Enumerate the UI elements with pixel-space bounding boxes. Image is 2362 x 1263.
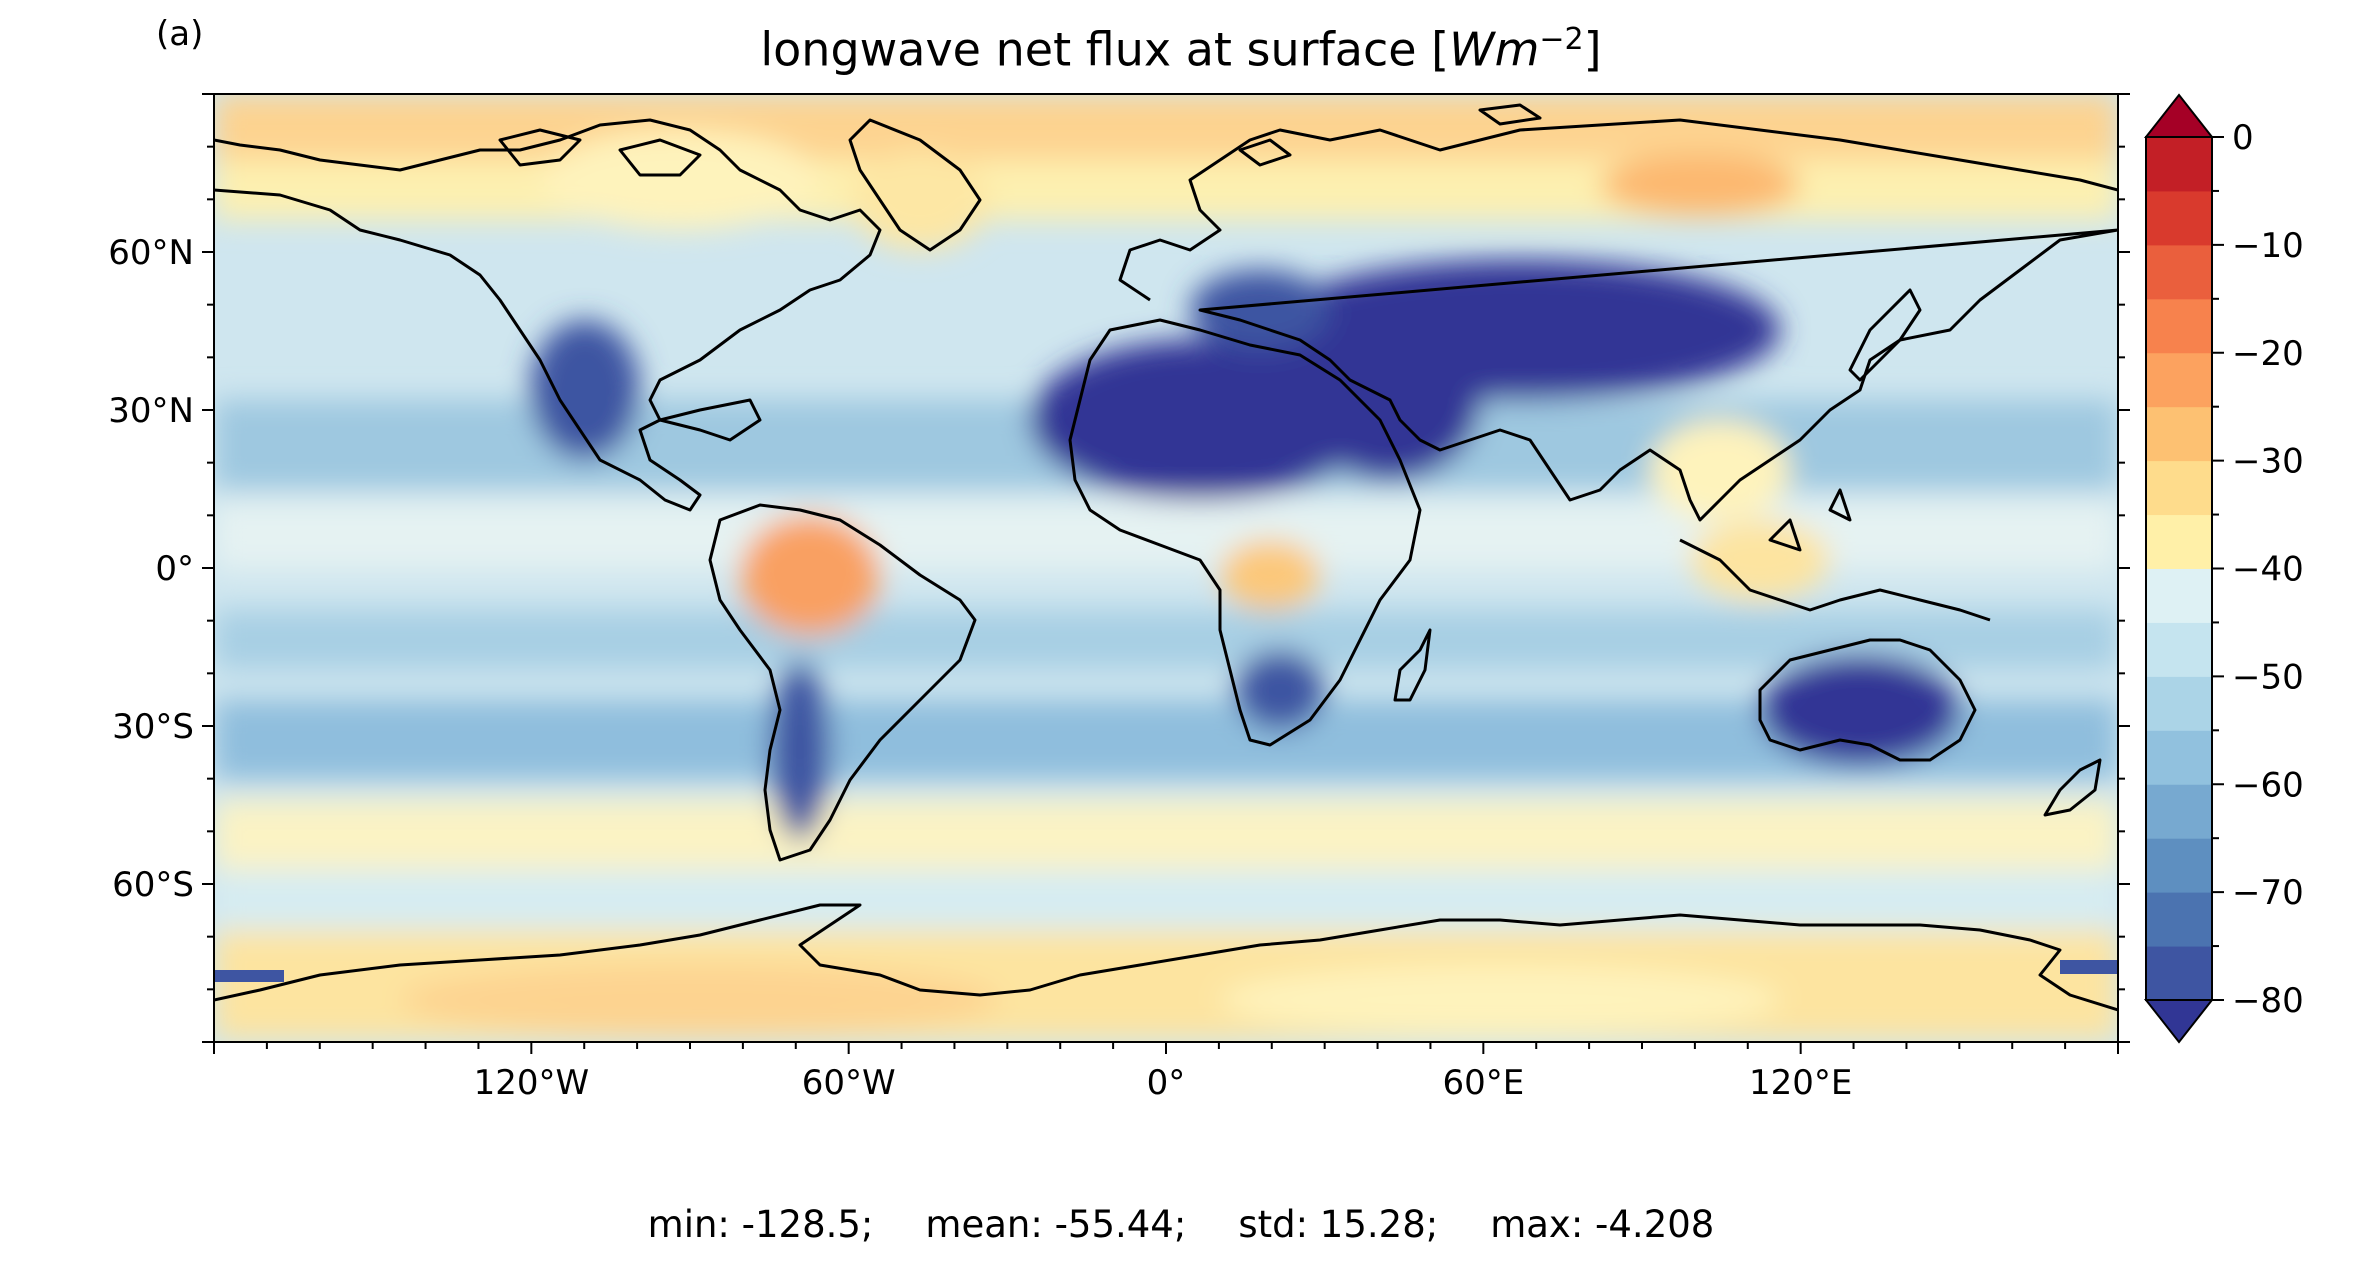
coastline-greenland <box>848 118 982 252</box>
weddell-edge-patch <box>214 970 284 982</box>
colorbar-segment <box>2146 460 2212 516</box>
coastline-africa <box>1068 318 1422 747</box>
arctic-band <box>214 94 2118 164</box>
west-antarctica-patch <box>400 965 1000 1035</box>
colorbar-segment <box>2146 730 2212 785</box>
colorbar-tick-label: −10 <box>2232 226 2304 266</box>
colorbar-tick-label: −80 <box>2232 981 2304 1021</box>
colorbar-tick-label: −50 <box>2232 657 2304 697</box>
colorbar-segment <box>2146 784 2212 839</box>
ross-edge-patch <box>2060 960 2118 974</box>
title-suffix: ] <box>1583 22 1602 77</box>
southern-africa-patch <box>1235 650 1325 730</box>
maritime-continent-patch <box>1690 520 1830 600</box>
australia-patch <box>1760 655 1960 765</box>
lat-tick-label: 0° <box>155 549 194 589</box>
colorbar-tick-label: −60 <box>2232 765 2304 805</box>
colorbar-segment <box>2146 622 2212 677</box>
lat-tick-label: 60°S <box>112 865 194 905</box>
colorbar-extend-min <box>2143 999 2215 1044</box>
lon-tick-label: 120°W <box>474 1063 590 1103</box>
amazon-patch <box>740 515 880 635</box>
coastline-south-america <box>708 503 977 862</box>
title-prefix: longwave net flux at surface [ <box>760 22 1450 77</box>
coastline-australia <box>1758 638 1977 762</box>
coastlines <box>214 103 2118 1012</box>
lon-tick-label: 60°W <box>802 1063 896 1103</box>
coastline-arctic-islands <box>498 103 1542 177</box>
axis-tick-labels: 120°W 60°W 0° 60°E 120°E 60°N 30°N 0° 30°S 60°S <box>108 233 1852 1103</box>
canada-patch <box>540 130 820 230</box>
colorbar-segment <box>2146 514 2212 569</box>
stat-min: min: -128.5; <box>647 1203 874 1246</box>
colorbar-segment <box>2146 676 2212 731</box>
south-subtropic-band-1 <box>214 610 2118 670</box>
east-antarctica-patch <box>1220 965 1780 1035</box>
colorbar-segment <box>2146 352 2212 408</box>
patagonia-patch <box>770 660 830 840</box>
southern-ocean-band-2 <box>214 870 2118 930</box>
title-unit-exponent: −2 <box>1539 22 1584 57</box>
coastline-japan <box>1848 288 1922 382</box>
sahara-patch <box>1030 340 1370 500</box>
central-asia-patch <box>1260 260 1780 400</box>
coastline-new-zealand <box>2043 758 2102 817</box>
colorbar-segment <box>2146 892 2212 947</box>
stat-std: std: 15.28; <box>1238 1203 1439 1246</box>
mediterranean-patch <box>1190 270 1330 350</box>
coastline-eurasia <box>1118 118 2118 522</box>
colorbar-segment <box>2146 838 2212 893</box>
lat-tick-label: 30°N <box>108 391 194 431</box>
colorbar-segment <box>2146 946 2212 1001</box>
southern-ocean-band <box>214 800 2118 870</box>
central-africa-patch <box>1220 540 1320 610</box>
north-america-west-patch <box>530 320 640 460</box>
stat-max: max: -4.208 <box>1490 1203 1715 1246</box>
colorbar-tick-label: −70 <box>2232 873 2304 913</box>
axis-ticks <box>202 93 2130 1054</box>
lat-tick-label: 60°N <box>108 233 194 273</box>
high-lat-north-band <box>214 160 2118 220</box>
colorbar <box>2143 93 2224 1044</box>
stats-line: min: -128.5; mean: -55.44; std: 15.28; max:… <box>0 1203 2362 1246</box>
colorbar-tick-label: 0 <box>2232 118 2254 158</box>
flux-field-map <box>214 94 2118 1042</box>
stat-mean: mean: -55.44; <box>925 1203 1187 1246</box>
colorbar-segment <box>2146 190 2212 246</box>
flux-field-patches <box>214 94 2118 1040</box>
colorbar-segment <box>2146 298 2212 354</box>
coastline-north-america <box>214 118 882 512</box>
map-title: longwave net flux at surface [Wm−2] <box>0 22 2362 76</box>
siberia-patch <box>1600 155 1800 215</box>
panel-label: (a) <box>156 14 204 54</box>
colorbar-segment <box>2146 244 2212 300</box>
lon-tick-label: 120°E <box>1749 1063 1852 1103</box>
colorbar-extend-max <box>2143 93 2215 138</box>
coastline-antarctica <box>214 903 2118 1012</box>
colorbar-segment <box>2146 406 2212 462</box>
lon-tick-label: 0° <box>1147 1063 1186 1103</box>
title-unit-base: Wm <box>1449 22 1540 77</box>
colorbar-tick-label: −40 <box>2232 550 2304 590</box>
colorbar-tick-label: −20 <box>2232 334 2304 374</box>
colorbar-segment <box>2146 137 2212 192</box>
greenland-patch <box>850 150 990 250</box>
lat-tick-label: 30°S <box>112 707 194 747</box>
coastline-madagascar <box>1393 628 1432 702</box>
coastline-maritime-continent <box>1679 488 1991 622</box>
colorbar-segment <box>2146 568 2212 623</box>
lon-tick-label: 60°E <box>1442 1063 1524 1103</box>
colorbar-tick-label: −30 <box>2232 442 2304 482</box>
south-china-patch <box>1650 420 1790 520</box>
colorbar-tick-labels: 0 −10 −20 −30 −40 −50 −60 −70 −80 <box>2232 118 2304 1021</box>
